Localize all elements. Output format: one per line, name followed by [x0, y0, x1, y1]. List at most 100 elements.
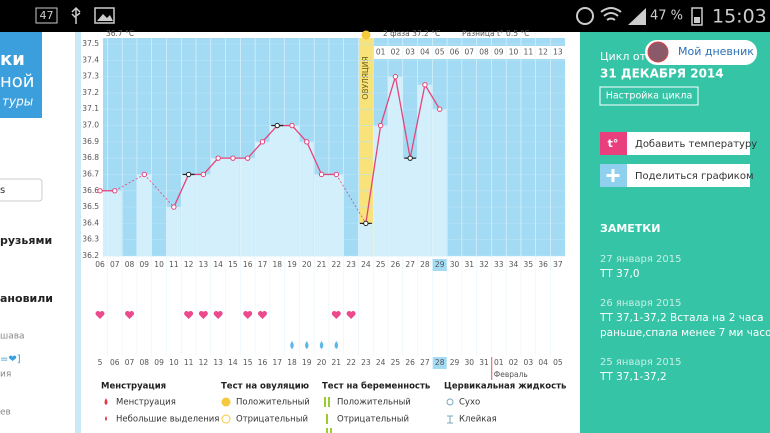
- drop-icon: [319, 341, 324, 349]
- calendar-date: 31: [479, 358, 489, 367]
- temperature-bar: [432, 109, 447, 256]
- temperature-point: [407, 155, 413, 161]
- ovulation-icon: [361, 30, 371, 40]
- calendar-date: 16: [258, 358, 268, 367]
- image-icon-mountain: [97, 14, 113, 21]
- calendar-date: 24: [376, 358, 386, 367]
- legend-icon: [221, 397, 231, 407]
- x-tick-label: 19: [287, 260, 297, 269]
- temperature-line: [365, 76, 441, 224]
- calendar-date: 02: [509, 358, 519, 367]
- add-temp-icon-glyph: t°: [608, 137, 619, 150]
- calendar-date: 19: [302, 358, 312, 367]
- calendar-date: 14: [228, 358, 238, 367]
- x-tick-label: 18: [272, 260, 282, 269]
- sidebar-input[interactable]: [0, 178, 43, 202]
- heart-icon: [331, 311, 341, 319]
- drop-icon: [334, 341, 339, 349]
- battery-level: [694, 17, 700, 23]
- y-tick-label: 37.3: [82, 72, 99, 81]
- temperature-point: [274, 122, 280, 129]
- today-cell: [432, 259, 447, 271]
- notification-box: [35, 7, 58, 24]
- note-date: 25 января 2015: [600, 357, 681, 368]
- phase2-day: 07: [464, 48, 474, 57]
- phase2-day: 04: [420, 48, 430, 57]
- banner-line: ки: [0, 49, 25, 70]
- y-tick-label: 36.3: [82, 235, 99, 244]
- temperature-bar: [107, 190, 122, 256]
- note-text: ТТ 37,1-37,2: [599, 371, 667, 383]
- phase2-day: 05: [435, 48, 445, 57]
- y-tick-label: 37.0: [82, 121, 99, 130]
- calendar-date: 01: [494, 358, 504, 367]
- phase2-day: 12: [538, 48, 548, 57]
- x-tick-label: 26: [391, 260, 401, 269]
- sidebar-text: s: [0, 185, 5, 196]
- sidebar-link[interactable]: ановили: [0, 292, 53, 305]
- x-tick-label: 06: [95, 260, 105, 269]
- heart-icon: [243, 311, 253, 319]
- sidebar-text: ев: [0, 408, 11, 418]
- temperature-point: [185, 171, 192, 178]
- wifi-icon: [600, 7, 622, 21]
- sidebar-link[interactable]: рузьями: [0, 234, 52, 247]
- add-temp-button[interactable]: [600, 132, 750, 155]
- legend-item: Менструация: [116, 398, 176, 408]
- legend-icon: [446, 398, 454, 406]
- legend-item: Положительный: [236, 398, 310, 408]
- x-tick-label: 24: [361, 260, 371, 269]
- temperature-point: [437, 106, 443, 112]
- avatar: [647, 41, 669, 63]
- right-panel: [580, 32, 770, 433]
- diary-button[interactable]: [645, 40, 757, 65]
- events-area: [103, 280, 565, 356]
- x-tick-label: 30: [450, 260, 460, 269]
- share-button[interactable]: [600, 164, 750, 187]
- temperature-bar: [196, 174, 211, 256]
- y-tick-label: 36.9: [82, 137, 99, 146]
- add-temp-label: Добавить температуру: [635, 139, 757, 150]
- x-tick-label: 33: [494, 260, 504, 269]
- legend-title: Тест на беременность: [322, 381, 430, 392]
- calendar-date: 06: [110, 358, 120, 367]
- legend-icon: [324, 397, 330, 407]
- calendar-date: 28: [435, 358, 445, 367]
- cycle-date: 31 ДЕКАБРЯ 2014: [600, 67, 724, 81]
- calendar-date: 5: [98, 358, 103, 367]
- banner-line: туры: [2, 95, 33, 109]
- settings-button[interactable]: [599, 86, 699, 106]
- temperature-bar: [417, 84, 432, 257]
- notes: 27 января 2015 ТТ 37,0 26 января 2015 ТТ 37…: [599, 254, 770, 383]
- heart-icon: [257, 311, 267, 319]
- phase2-row: [374, 46, 565, 59]
- calendar-date: 11: [184, 358, 194, 367]
- phase1-temp: 36.7 °C: [106, 29, 134, 38]
- ovulation-label: ОВУЛЯЦИЯ: [361, 56, 370, 99]
- y-tick-label: 37.4: [82, 55, 99, 64]
- heart-icon: [198, 311, 208, 319]
- temperature-point: [230, 155, 236, 161]
- sidebar-text: ия: [0, 370, 11, 380]
- y-tick-label: 37.2: [82, 88, 99, 97]
- temperature-bar: [314, 174, 329, 256]
- calendar-date: 10: [169, 358, 179, 367]
- calendar-date: 03: [524, 358, 534, 367]
- temperature-bar: [255, 141, 270, 256]
- legend-title: Цервикальная жидкость: [444, 382, 566, 392]
- add-temp-icon: [600, 132, 627, 155]
- legend-item: Отрицательный: [236, 415, 308, 425]
- legend-item: Клейкая: [459, 415, 497, 425]
- temperature-bar: [166, 207, 181, 256]
- month-label: Февраль: [494, 370, 528, 379]
- temperature-point: [200, 171, 207, 178]
- temperature-bar: [373, 125, 388, 257]
- temperature-point: [392, 73, 399, 80]
- temperature-bar: [402, 158, 418, 256]
- temperature-bar: [358, 223, 373, 256]
- x-tick-label: 16: [243, 260, 253, 269]
- legend-title: Тест на овуляцию: [221, 382, 309, 392]
- gap-connector: [144, 174, 175, 208]
- x-tick-label: 35: [524, 260, 534, 269]
